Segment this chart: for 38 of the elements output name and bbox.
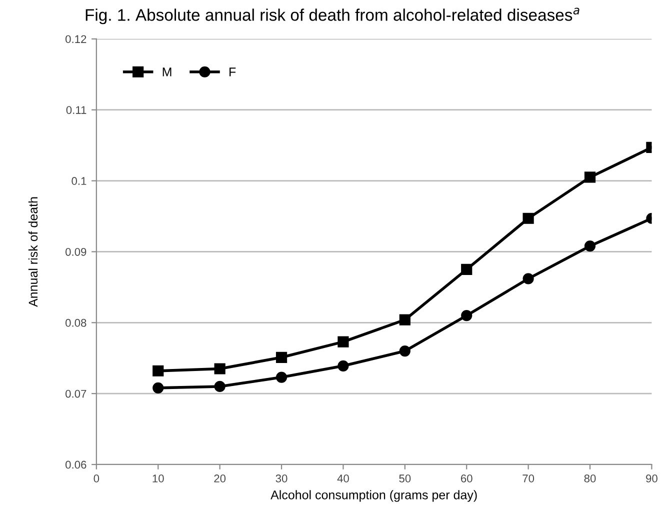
y-tick-label: 0.09 [66,248,86,256]
x-tick-label: 10 [152,474,164,482]
y-tick-label: 0.12 [66,35,86,44]
point [152,365,164,376]
x-tick-label: 70 [522,474,534,482]
point [461,310,472,322]
point [399,345,410,357]
x-tick-label: 0 [94,474,100,482]
y-tick-label: 0.11 [66,106,86,114]
x-tick-label: 60 [460,474,472,482]
x-tick-label: 50 [399,474,411,482]
x-axis-title: Alcohol consumption (grams per day) [270,490,477,502]
x-tick-label: 90 [646,474,658,482]
point [399,314,410,326]
y-tick-label: 0.06 [66,460,86,469]
point [152,382,164,394]
x-tick-label: 20 [214,474,226,482]
y-axis-title: Annual risk of death [28,197,38,307]
point [276,352,288,363]
y-tick-label: 0.08 [66,318,86,327]
legend-label: M [162,68,172,76]
point [584,172,596,183]
x-tick-label: 40 [337,474,349,482]
y-tick-label: 0.1 [72,177,86,185]
point [338,336,349,348]
point [214,363,226,374]
legend-label: F [230,68,236,76]
y-tick-label: 0.07 [66,390,86,398]
point [522,273,534,284]
x-tick-label: 30 [276,474,288,482]
point [214,380,226,392]
x-tick-label: 80 [584,474,596,482]
point [338,360,349,372]
point [276,372,288,383]
point [461,264,472,276]
point [584,240,596,252]
chart-title: Fig. 1. Absolute annual risk of death from alcohol-related diseases$^{a}$ [86,8,580,24]
point [522,212,534,224]
